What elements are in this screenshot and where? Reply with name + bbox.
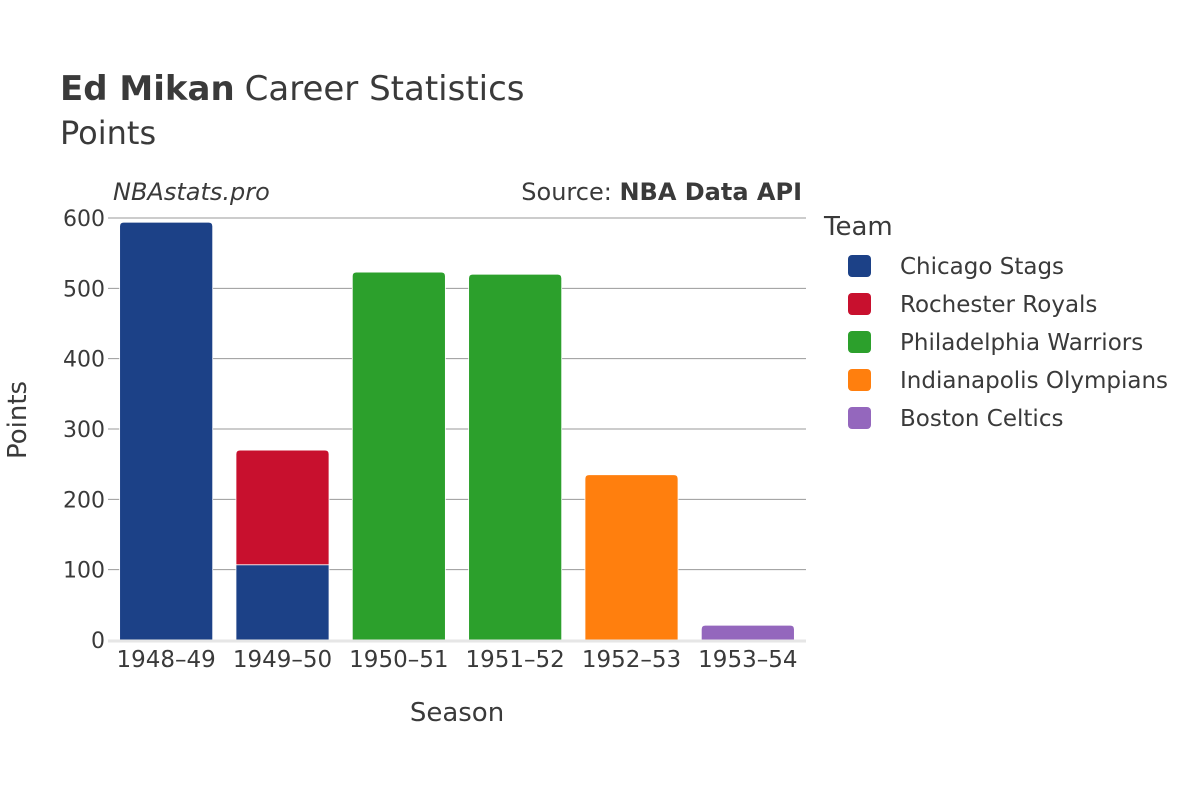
y-tick-label-2: 200 [63, 488, 105, 513]
legend-swatch-1 [848, 293, 871, 315]
source-name: NBA Data API [619, 178, 802, 206]
watermark: NBAstats.pro [113, 178, 270, 206]
legend-swatch-2 [848, 331, 871, 353]
chart-title-rest: Career Statistics [245, 69, 525, 109]
legend-item-indianapolis-olympians[interactable]: Indianapolis Olympians [848, 368, 1168, 394]
legend-label-4: Boston Celtics [900, 406, 1063, 432]
x-tick-label-0: 1948–49 [117, 647, 216, 673]
source-note: Source: NBA Data API [521, 178, 802, 206]
legend-label-0: Chicago Stags [900, 254, 1064, 280]
legend-title: Team [823, 212, 893, 242]
legend-swatch-3 [848, 369, 871, 391]
x-tick-label-1: 1949–50 [233, 647, 332, 673]
x-tick-label-5: 1953–54 [698, 647, 797, 673]
legend-label-2: Philadelphia Warriors [900, 330, 1143, 356]
legend-label-1: Rochester Royals [900, 292, 1097, 318]
legend-item-philadelphia-warriors[interactable]: Philadelphia Warriors [848, 330, 1143, 356]
x-tick-labels: 1948–49 1949–50 1950–51 1951–52 1952–53 1953–… [117, 647, 798, 673]
legend-label-3: Indianapolis Olympians [900, 368, 1168, 394]
x-tick-label-3: 1951–52 [466, 647, 565, 673]
bar-1948–49-chicago-stags[interactable] [119, 221, 214, 641]
legend-swatch-0 [848, 255, 871, 277]
legend-item-chicago-stags[interactable]: Chicago Stags [848, 254, 1064, 280]
source-prefix: Source: [521, 178, 619, 206]
bar-1953–54-boston-celtics[interactable] [700, 624, 795, 641]
chart-title-name: Ed Mikan [60, 69, 235, 109]
y-tick-label-1: 100 [63, 559, 105, 584]
y-tick-label-4: 400 [63, 348, 105, 373]
bar-1952–53-indianapolis-olympians[interactable] [584, 474, 679, 641]
chart-title: Ed Mikan Career Statistics [60, 69, 525, 109]
x-axis-title: Season [410, 698, 504, 728]
x-tick-label-2: 1950–51 [349, 647, 448, 673]
legend-item-boston-celtics[interactable]: Boston Celtics [848, 406, 1063, 432]
y-tick-label-5: 500 [63, 277, 105, 302]
y-axis-title: Points [3, 381, 33, 459]
x-tick-label-4: 1952–53 [582, 647, 681, 673]
bar-1949–50-chicago-stags[interactable] [235, 564, 330, 641]
gridlines [108, 217, 806, 571]
y-tick-label-0: 0 [91, 629, 105, 654]
bar-1951–52-philadelphia-warriors[interactable] [468, 273, 563, 641]
y-tick-labels: 0 100 200 300 400 500 600 [63, 207, 105, 654]
bar-1950–51-philadelphia-warriors[interactable] [351, 271, 446, 641]
legend-item-rochester-royals[interactable]: Rochester Royals [848, 292, 1097, 318]
bars [119, 221, 795, 641]
chart-subtitle: Points [60, 114, 156, 152]
bar-1949–50-rochester-royals[interactable] [235, 449, 330, 566]
y-tick-label-3: 300 [63, 418, 105, 443]
legend[interactable]: Chicago Stags Rochester Royals Philadelphi… [848, 254, 1168, 432]
legend-swatch-4 [848, 407, 871, 429]
y-tick-label-6: 600 [63, 207, 105, 232]
